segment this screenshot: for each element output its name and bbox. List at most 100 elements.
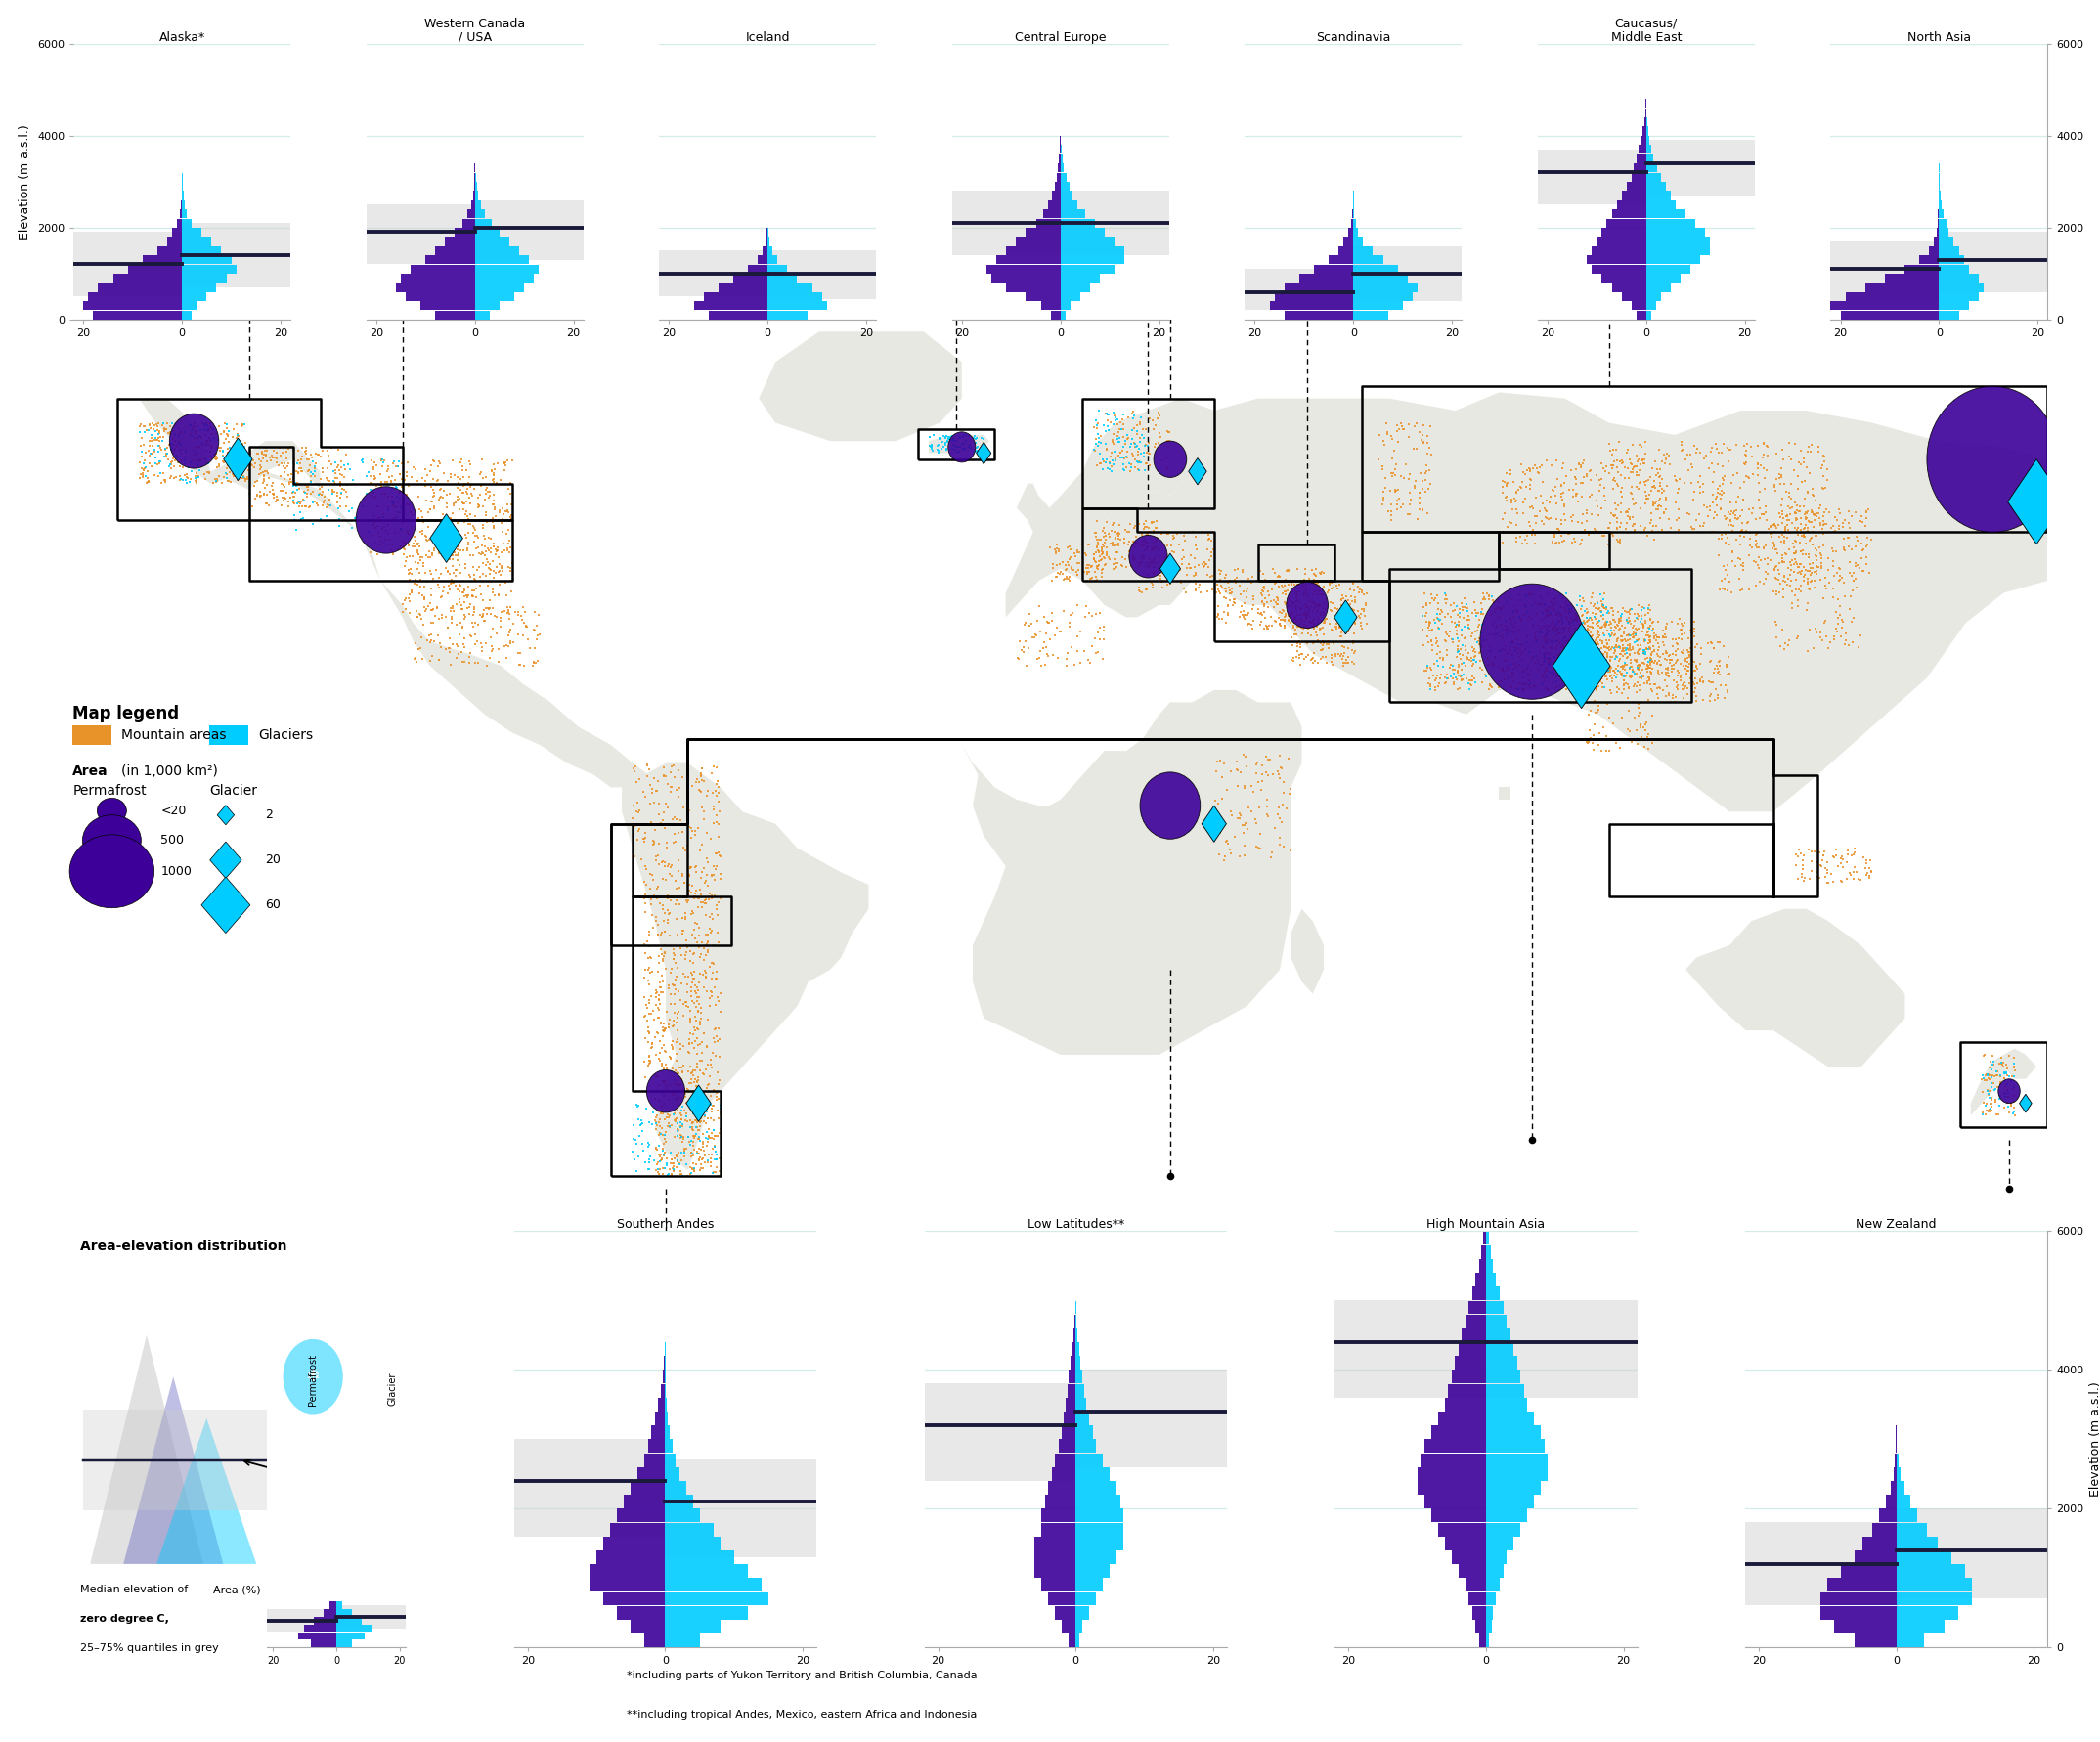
Point: [391, 517, 424, 545]
Point: [132, 411, 166, 439]
Bar: [1487, 1287, 1499, 1300]
Point: [1787, 841, 1821, 869]
Point: [1369, 465, 1403, 493]
Point: [662, 998, 695, 1026]
Circle shape: [1928, 387, 2058, 531]
Polygon shape: [210, 841, 242, 878]
Point: [1695, 629, 1728, 657]
Point: [407, 559, 441, 587]
Point: [1096, 446, 1130, 474]
Point: [143, 418, 176, 446]
Point: [1111, 425, 1144, 453]
Point: [141, 416, 174, 444]
Point: [1665, 436, 1699, 463]
Point: [206, 469, 239, 496]
Point: [1760, 578, 1793, 606]
Point: [1464, 599, 1497, 627]
Bar: [769, 256, 777, 265]
Point: [1802, 554, 1835, 582]
Point: [290, 437, 323, 465]
Point: [403, 531, 437, 559]
Point: [1636, 646, 1670, 674]
Point: [1504, 474, 1537, 502]
Point: [1644, 479, 1678, 507]
Point: [300, 491, 334, 519]
Point: [1606, 655, 1640, 683]
Point: [1791, 517, 1825, 545]
Point: [643, 1155, 676, 1183]
Point: [132, 427, 166, 455]
Point: [1575, 500, 1609, 528]
Point: [1825, 613, 1858, 641]
Point: [1541, 645, 1575, 672]
Polygon shape: [216, 805, 235, 824]
Point: [447, 575, 481, 603]
Point: [1793, 568, 1827, 596]
Point: [1562, 634, 1596, 662]
Point: [657, 1157, 691, 1185]
Point: [1126, 521, 1159, 549]
Point: [1701, 436, 1735, 463]
Point: [414, 596, 447, 624]
Point: [1058, 557, 1092, 585]
Point: [1772, 429, 1806, 456]
Point: [1672, 625, 1705, 653]
Point: [1441, 601, 1474, 629]
Point: [1596, 476, 1630, 503]
Point: [1581, 658, 1615, 686]
Point: [685, 836, 718, 864]
Point: [1642, 636, 1676, 664]
Point: [1527, 634, 1560, 662]
Point: [212, 434, 246, 462]
Point: [1810, 495, 1844, 523]
Point: [680, 909, 714, 937]
Point: [1294, 587, 1327, 615]
Point: [1978, 1077, 2012, 1104]
Point: [1670, 645, 1703, 672]
Point: [1621, 652, 1655, 679]
Point: [1439, 608, 1472, 636]
Point: [1325, 622, 1359, 650]
Point: [653, 1110, 687, 1138]
Point: [685, 888, 718, 916]
Point: [1283, 589, 1317, 617]
Point: [1130, 521, 1163, 549]
Point: [1619, 490, 1653, 517]
Point: [1102, 429, 1136, 456]
Point: [1663, 664, 1697, 692]
Point: [674, 977, 708, 1005]
Point: [472, 479, 506, 507]
Point: [1514, 467, 1548, 495]
Point: [1564, 469, 1598, 496]
Point: [1655, 646, 1688, 674]
Point: [645, 1120, 678, 1148]
Point: [1457, 643, 1491, 671]
Point: [1779, 545, 1812, 573]
Point: [1502, 500, 1535, 528]
Point: [1546, 615, 1579, 643]
Point: [1659, 650, 1693, 678]
Point: [491, 507, 525, 535]
Point: [1451, 643, 1485, 671]
Point: [452, 582, 485, 610]
Point: [1590, 629, 1623, 657]
Point: [145, 434, 179, 462]
Bar: [762, 246, 769, 254]
Bar: [1075, 1550, 1117, 1564]
Point: [1575, 650, 1609, 678]
Point: [1758, 528, 1791, 556]
Point: [1783, 538, 1816, 566]
Point: [1226, 589, 1260, 617]
Bar: [1424, 1439, 1487, 1453]
Point: [1747, 500, 1781, 528]
Point: [134, 439, 168, 467]
Point: [403, 599, 437, 627]
Point: [237, 453, 271, 481]
Point: [1455, 620, 1489, 648]
Bar: [666, 1592, 769, 1606]
Point: [682, 1096, 716, 1124]
Point: [1306, 636, 1340, 664]
Point: [1134, 451, 1168, 479]
Point: [655, 989, 689, 1017]
Point: [353, 476, 386, 503]
